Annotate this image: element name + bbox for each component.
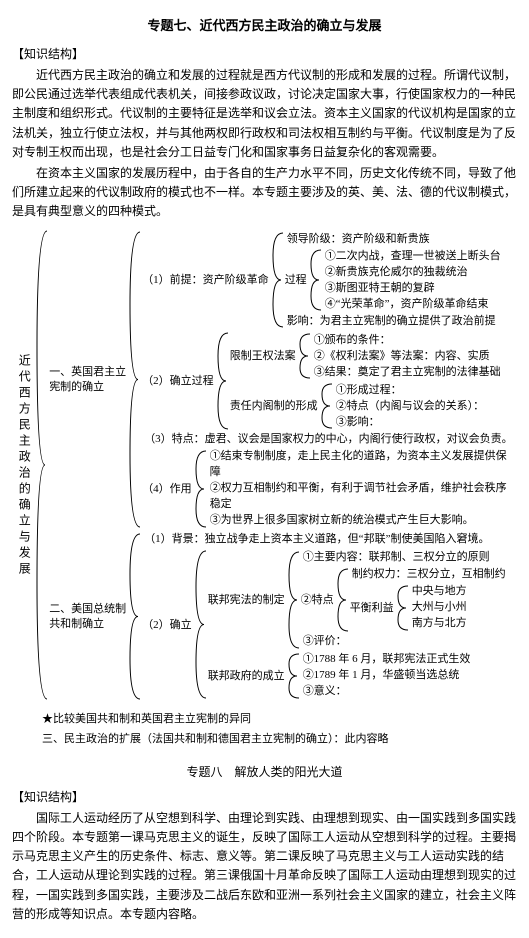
brace-icon: [194, 449, 208, 529]
tree-leaf: ③斯图亚特王朝的复辟: [323, 281, 517, 297]
tree-leaf: ③意义：: [301, 684, 517, 700]
brace-icon: [128, 532, 142, 701]
tree-node: 联邦政府的成立 ①1788 年 6 月，联邦宪法正式生效②1789 年 1 月，华…: [208, 652, 517, 700]
tree-node: （2）确立过程限制王权法案 ①颁布的条件：②《权利法案》等法案：内容、实质③结果：…: [142, 331, 517, 431]
node-label: （2）确立: [142, 549, 194, 701]
knowledge-label: 【知识结构】: [12, 45, 517, 64]
tree-node: 责任内阁制的形成 ①形成过程：②特点（内阁与议会的关系）：③影响：: [230, 382, 517, 430]
tree-leaf: ②新贵族克伦威尔的独裁统治: [323, 265, 517, 281]
tree-node: ②特点制约权力：三权分立，互相制约平衡利益中央与地方大州与小州南方与北方: [301, 567, 517, 633]
tree-leaf: （1）背景：独立战争走上资本主义道路，但“邦联”制使美国陷入窘境。: [142, 532, 517, 548]
tree-leaf: ①1788 年 6 月，联邦宪法正式生效: [301, 652, 517, 668]
node-label: （1）前提：资产阶级革命: [142, 231, 271, 329]
brace-icon: [287, 550, 301, 650]
node-label: 限制王权法案: [230, 332, 298, 380]
brace-icon: [287, 652, 301, 700]
root-brace: [35, 229, 49, 701]
knowledge-label-8: 【知识结构】: [12, 788, 517, 807]
tree-leaf: ③为世界上很多国家树立新的统治模式产生巨大影响。: [208, 513, 517, 529]
tree-leaf: ①颁布的条件：: [312, 333, 517, 349]
node-label: 联邦宪法的制定: [208, 550, 287, 650]
node-label: 联邦政府的成立: [208, 652, 287, 700]
node-label: （4）作用: [142, 449, 194, 529]
brace-icon: [396, 584, 410, 632]
branch-3-line: 三、民主政治的扩展（法国共和制和德国君主立宪制的确立）：此内容略: [42, 731, 517, 749]
tree-leaf: ③影响：: [334, 415, 517, 431]
tree-leaf: ②《权利法案》等法案：内容、实质: [312, 349, 517, 365]
compare-note: ★比较美国共和制和英国君主立宪制的异同: [42, 711, 517, 729]
node-label: 平衡利益: [350, 584, 396, 632]
tree-leaf: ③结果：奠定了君主立宪制的法律基础: [312, 365, 517, 381]
tree-leaf: ③评价：: [301, 634, 517, 650]
knowledge-tree: 近代西方民主政治的确立与发展 一、英国君主立 宪制的确立（1）前提：资产阶级革命…: [12, 229, 517, 703]
tree-leaf: 南方与北方: [410, 616, 517, 632]
tree-leaf: ①二次内战，查理一世被送上断头台: [323, 249, 517, 265]
tree-node: （2）确立联邦宪法的制定 ①主要内容：联邦制、三权分立的原则②特点制约权力：三权分…: [142, 549, 517, 701]
tree-leaf: ④“光荣革命”，资产阶级革命结束: [323, 297, 517, 313]
tree-root-label: 近代西方民主政治的确立与发展: [12, 229, 35, 703]
node-label: 一、英国君主立 宪制的确立: [49, 230, 128, 530]
tree-leaf: ①结束专制制度，走上民主化的道路，为资本主义发展提供保障: [208, 449, 517, 481]
node-label: ②特点: [301, 567, 336, 633]
tree-leaf: 领导阶级：资产阶级和新贵族: [285, 232, 517, 248]
intro-para-1: 近代西方民主政治的确立和发展的过程就是西方代议制的形成和发展的过程。所谓代议制，…: [12, 66, 517, 162]
brace-icon: [298, 332, 312, 380]
tree-leaf: 影响：为君主立宪制的确立提供了政治前提: [285, 314, 517, 330]
tree-leaf: ②1789 年 1 月，华盛顿当选总统: [301, 668, 517, 684]
tree-leaf: ②权力互相制约和平衡，有利于调节社会矛盾，维护社会秩序稳定: [208, 481, 517, 513]
tree-node: 过程 ①二次内战，查理一世被送上断头台②新贵族克伦威尔的独裁统治③斯图亚特王朝的复…: [285, 248, 517, 312]
topic8-intro: 国际工人运动经历了从空想到科学、由理论到实践、由理想到现实、由一国实践到多国实践…: [12, 809, 517, 924]
topic7-title: 专题七、近代西方民主政治的确立与发展: [12, 16, 517, 37]
node-label: （2）确立过程: [142, 331, 216, 431]
tree-node: 一、英国君主立 宪制的确立（1）前提：资产阶级革命领导阶级：资产阶级和新贵族过程…: [49, 230, 517, 530]
tree-leaf: （3）特点：虚君、议会是国家权力的中心，内阁行使行政权，对议会负责。: [142, 432, 517, 448]
tree-node: （4）作用 ①结束专制制度，走上民主化的道路，为资本主义发展提供保障②权力互相制约…: [142, 449, 517, 529]
tree-node: （1）前提：资产阶级革命领导阶级：资产阶级和新贵族过程 ①二次内战，查理一世被送上…: [142, 231, 517, 329]
topic8-title: 专题八 解放人类的阳光大道: [12, 763, 517, 782]
brace-icon: [309, 248, 323, 312]
tree-node: 限制王权法案 ①颁布的条件：②《权利法案》等法案：内容、实质③结果：奠定了君主立宪…: [230, 332, 517, 380]
brace-icon: [216, 331, 230, 431]
brace-icon: [336, 567, 350, 633]
tree-leaf: ①形成过程：: [334, 383, 517, 399]
tree-leaf: ②特点（内阁与议会的关系）：: [334, 399, 517, 415]
brace-icon: [320, 382, 334, 430]
tree-leaf: 中央与地方: [410, 584, 517, 600]
intro-para-2: 在资本主义国家的发展历程中，由于各自的生产力水平不同，历史文化传统不同，导致了他…: [12, 164, 517, 222]
tree-node: 平衡利益中央与地方大州与小州南方与北方: [350, 584, 517, 632]
node-label: 责任内阁制的形成: [230, 382, 320, 430]
tree-leaf: 制约权力：三权分立，互相制约: [350, 567, 517, 583]
brace-icon: [128, 230, 142, 529]
node-label: 二、美国总统制 共和制确立: [49, 532, 128, 702]
tree-node: 二、美国总统制 共和制确立 （1）背景：独立战争走上资本主义道路，但“邦联”制使美…: [49, 532, 517, 702]
node-label: 过程: [285, 248, 309, 312]
brace-icon: [271, 231, 285, 329]
tree-leaf: 大州与小州: [410, 600, 517, 616]
tree-node: 联邦宪法的制定 ①主要内容：联邦制、三权分立的原则②特点制约权力：三权分立，互相制…: [208, 550, 517, 650]
brace-icon: [194, 549, 208, 700]
tree-leaf: ①主要内容：联邦制、三权分立的原则: [301, 550, 517, 566]
